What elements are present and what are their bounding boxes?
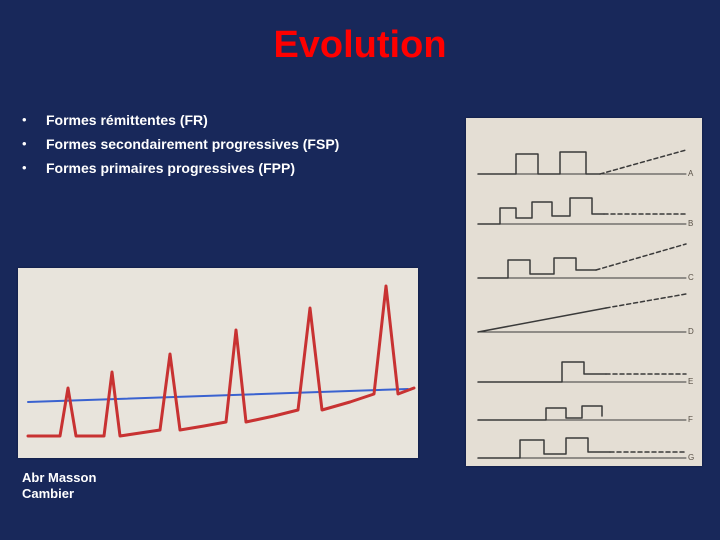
svg-text:E: E (688, 377, 693, 386)
svg-text:F: F (688, 415, 693, 424)
citation-line2: Cambier (22, 486, 96, 502)
citation-line1: Abr Masson (22, 470, 96, 486)
citation: Abr Masson Cambier (22, 470, 96, 502)
bullet-text: Formes primaires progressives (FPP) (46, 158, 295, 178)
svg-text:A: A (688, 169, 694, 178)
svg-text:B: B (688, 219, 693, 228)
bullet-dot: • (22, 158, 46, 178)
bullet-text: Formes secondairement progressives (FSP) (46, 134, 339, 154)
svg-text:D: D (688, 327, 694, 336)
figure-right-panels: A B C D E F G (466, 118, 702, 466)
bullet-dot: • (22, 134, 46, 154)
bullet-list: •Formes rémittentes (FR)•Formes secondai… (22, 110, 339, 182)
slide: Evolution •Formes rémittentes (FR)•Forme… (0, 0, 720, 540)
slide-title: Evolution (0, 24, 720, 67)
bullet-text: Formes rémittentes (FR) (46, 110, 208, 130)
figure-left-evolution-trace (18, 268, 418, 458)
bullet-item: •Formes primaires progressives (FPP) (22, 158, 339, 178)
svg-text:G: G (688, 453, 694, 462)
bullet-item: •Formes secondairement progressives (FSP… (22, 134, 339, 154)
bullet-dot: • (22, 110, 46, 130)
bullet-item: •Formes rémittentes (FR) (22, 110, 339, 130)
svg-text:C: C (688, 273, 694, 282)
